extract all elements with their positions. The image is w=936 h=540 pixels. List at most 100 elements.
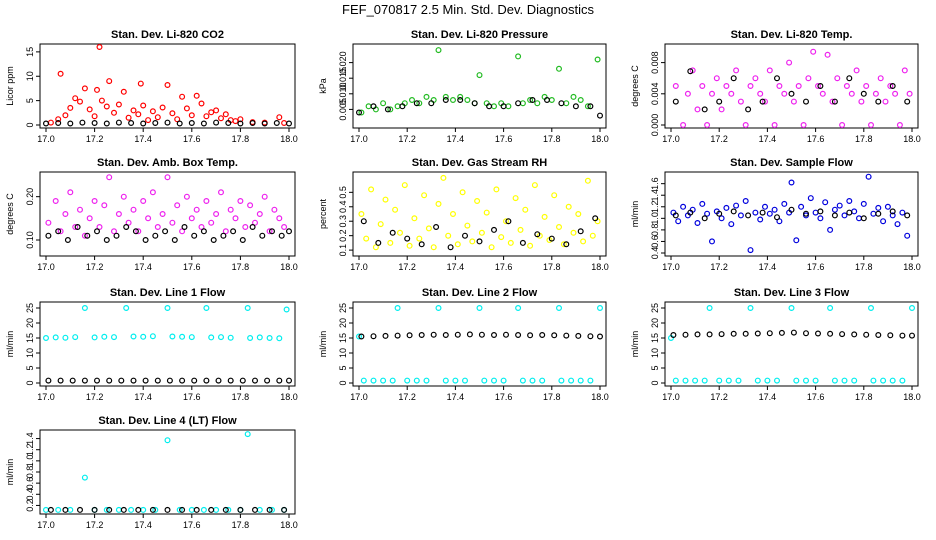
data-point <box>773 214 780 221</box>
data-point <box>252 377 259 384</box>
data-point <box>266 335 273 342</box>
data-point <box>433 224 440 231</box>
data-point <box>817 215 824 222</box>
data-point <box>208 219 215 226</box>
y-tick-label: 0.5 <box>338 186 348 199</box>
data-point <box>682 331 689 338</box>
x-tick-label: 17.4 <box>447 262 465 272</box>
data-point <box>694 331 701 338</box>
data-point <box>754 330 761 337</box>
data-point <box>106 377 113 384</box>
y-tick-label: 5 <box>338 365 348 370</box>
data-point <box>675 218 682 225</box>
data-point <box>135 506 142 513</box>
y-tick-label: 1.4 <box>25 432 35 445</box>
data-point <box>283 306 290 313</box>
data-point <box>701 215 708 222</box>
data-point <box>74 224 81 231</box>
data-point <box>478 331 485 338</box>
data-point <box>788 206 795 213</box>
data-point <box>773 75 780 82</box>
data-point <box>875 332 882 339</box>
data-point <box>227 206 234 213</box>
data-point <box>169 219 176 226</box>
data-point <box>522 206 529 213</box>
data-point <box>249 119 256 126</box>
data-point <box>457 93 464 100</box>
data-point <box>670 332 677 339</box>
data-point <box>394 332 401 339</box>
data-point <box>256 334 263 341</box>
x-tick-label: 17.8 <box>232 392 250 402</box>
data-point <box>389 229 396 236</box>
x-tick-label: 17.2 <box>86 520 104 530</box>
data-point <box>527 96 534 103</box>
data-point <box>889 208 896 215</box>
data-point <box>261 120 268 127</box>
data-point <box>103 103 110 110</box>
data-point <box>454 241 461 248</box>
y-tick-label: 0.8 <box>650 224 660 237</box>
data-point <box>404 235 411 242</box>
data-point <box>831 212 838 219</box>
data-point <box>162 228 169 235</box>
y-axis-label: Licor ppm <box>5 66 15 106</box>
data-point <box>380 377 387 384</box>
data-point <box>397 229 404 236</box>
data-point <box>515 305 522 312</box>
data-point <box>788 90 795 97</box>
x-tick-label: 17.8 <box>543 262 561 272</box>
data-point <box>594 56 601 63</box>
data-point <box>839 331 846 338</box>
data-point <box>278 232 285 239</box>
x-tick-label: 17.4 <box>447 392 465 402</box>
plot-frame <box>664 43 919 129</box>
data-point <box>596 305 603 312</box>
x-tick-label: 17.8 <box>855 134 873 144</box>
data-point <box>587 103 594 110</box>
data-point <box>425 225 432 232</box>
data-point <box>149 506 156 513</box>
data-point <box>716 98 723 105</box>
data-point <box>213 119 220 126</box>
chart-panel: Stan. Dev. Sample Flow 17.0 17.2 17.4 17.6 17… <box>630 157 921 272</box>
data-point <box>418 241 425 248</box>
data-point <box>860 200 867 207</box>
data-point <box>103 120 110 127</box>
data-point <box>699 200 706 207</box>
y-tick-label: 0.8 <box>25 466 35 479</box>
y-axis-label: ml/min <box>5 459 15 486</box>
data-point <box>716 210 723 217</box>
data-point <box>191 377 198 384</box>
data-point <box>880 377 887 384</box>
data-point <box>788 179 795 186</box>
data-point <box>86 106 93 113</box>
data-point <box>159 104 166 111</box>
data-point <box>846 75 853 82</box>
data-point <box>286 228 293 235</box>
data-point <box>67 506 74 513</box>
data-point <box>57 70 64 77</box>
data-point <box>67 120 74 127</box>
data-point <box>908 305 915 312</box>
data-point <box>188 506 195 513</box>
data-point <box>572 103 579 110</box>
data-point <box>728 221 735 228</box>
data-point <box>708 238 715 245</box>
y-tick-label: 1.0 <box>25 455 35 468</box>
data-point <box>130 206 137 213</box>
data-point <box>805 75 812 82</box>
data-point <box>142 237 149 244</box>
data-point <box>259 232 266 239</box>
y-tick-label: 20 <box>650 318 660 328</box>
data-point <box>570 93 577 100</box>
data-point <box>120 193 127 200</box>
data-point <box>440 174 447 181</box>
y-tick-label: 0.20 <box>25 188 35 206</box>
data-point <box>128 506 135 513</box>
data-point <box>860 90 867 97</box>
x-tick-label: 18.0 <box>280 134 298 144</box>
data-point <box>76 506 83 513</box>
data-point <box>699 82 706 89</box>
x-tick-label: 17.6 <box>495 262 513 272</box>
